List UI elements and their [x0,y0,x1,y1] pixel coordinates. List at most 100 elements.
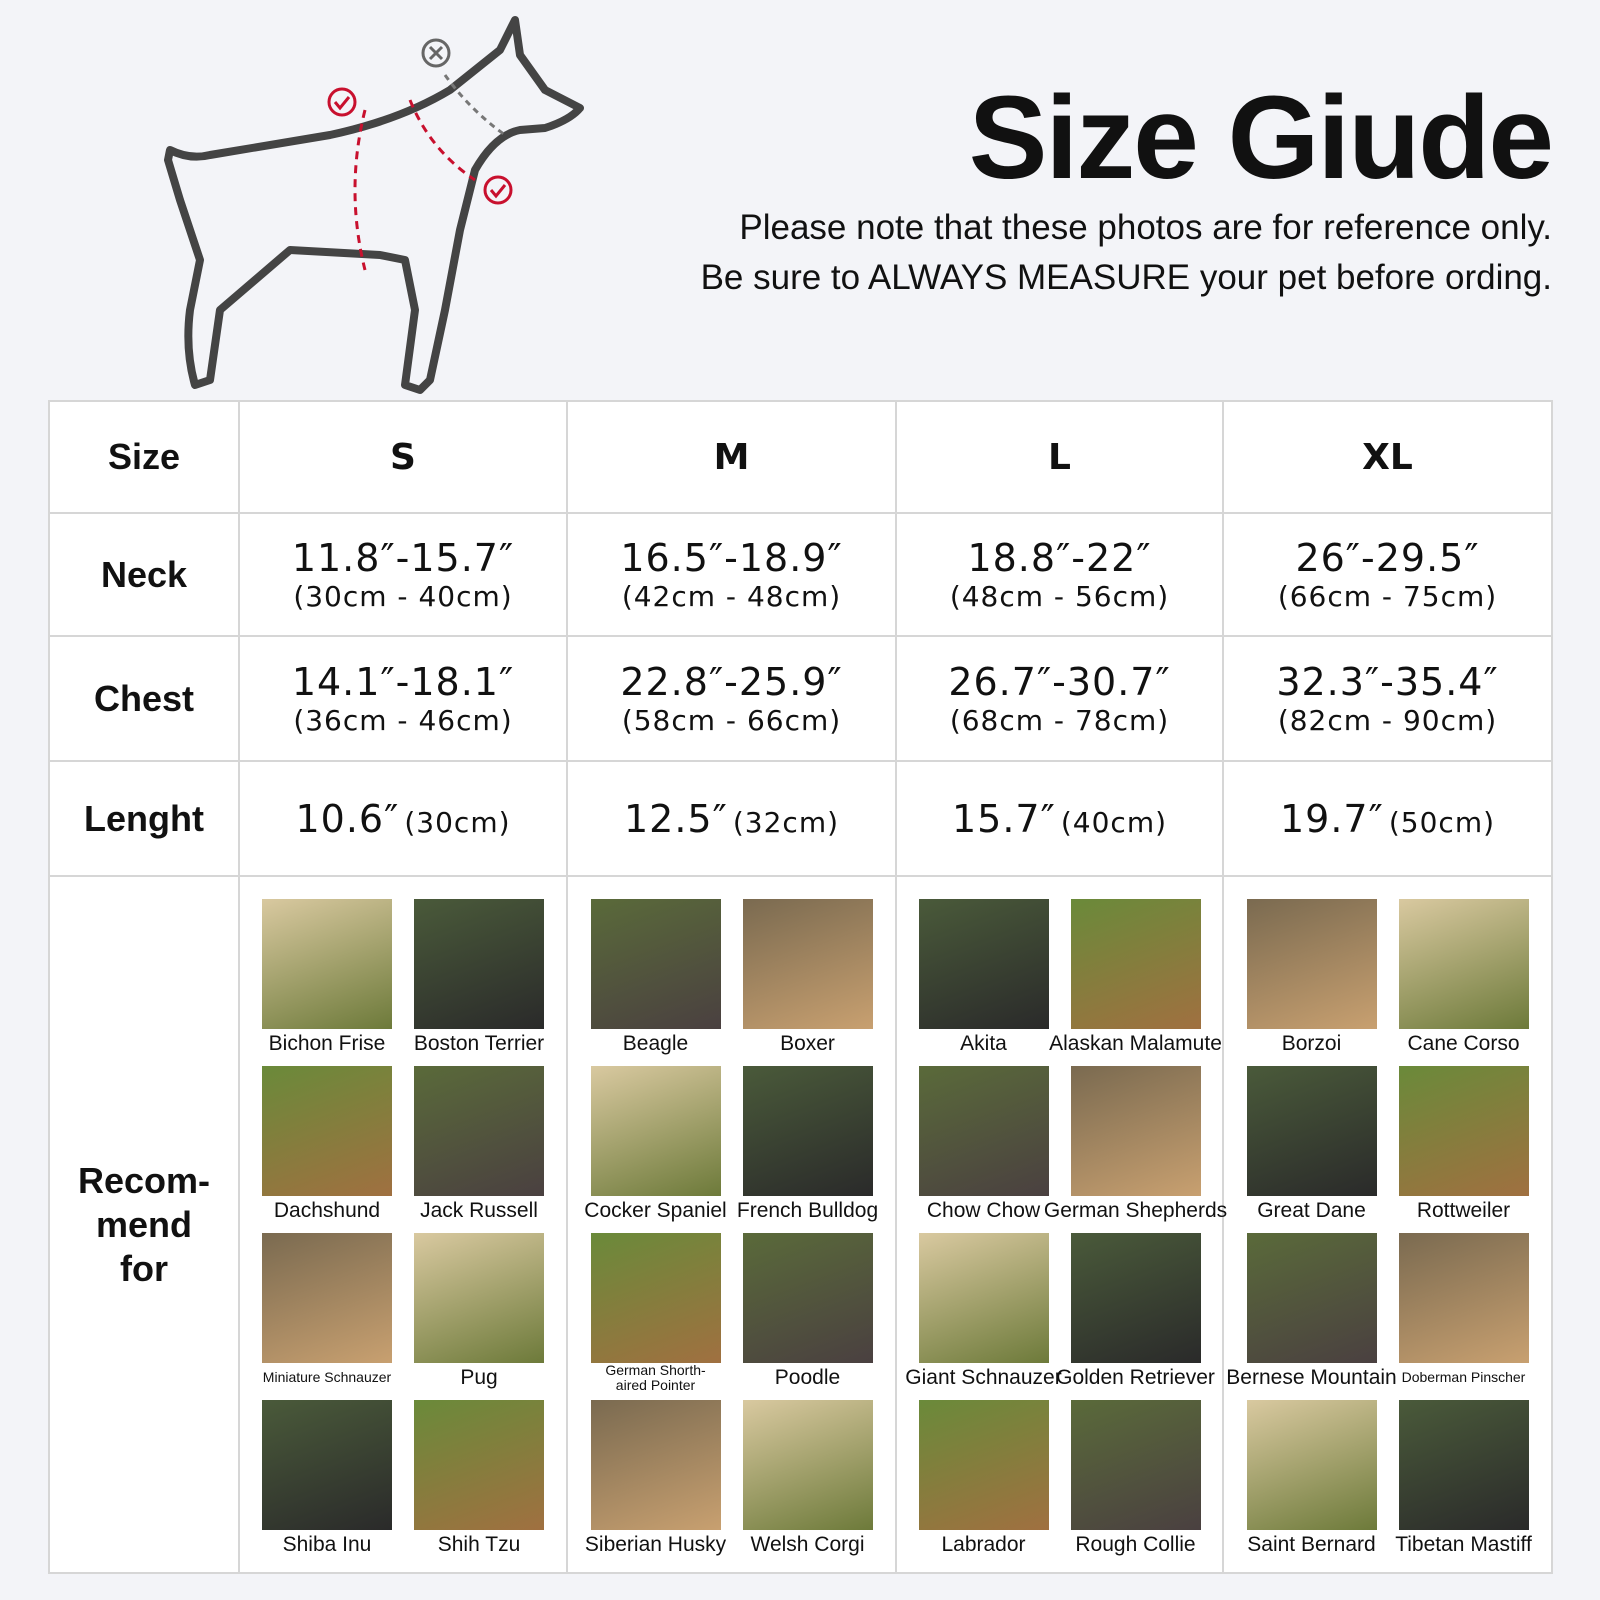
dog-photo [1246,1233,1377,1363]
breed-name: Doberman Pinscher [1401,1369,1526,1385]
chest-cell: 26.7″-30.7″ (68cm - 78cm) [895,635,1224,762]
dog-photo [414,1400,544,1530]
length-cm: (50cm) [1388,805,1496,839]
dog-photo [590,1066,721,1196]
breed-item: Tibetan Mastiff [1395,1400,1532,1559]
dog-photo [590,1400,721,1530]
breed-item: German Shepherds [1044,1066,1227,1225]
breed-name: Pug [460,1366,498,1389]
breed-item: Doberman Pinscher [1398,1233,1529,1392]
length-cm: (30cm) [404,805,511,839]
dog-photo [742,1400,873,1530]
breed-item: Pug [414,1233,544,1392]
breed-item: Akita [918,899,1049,1058]
neck-row: Neck 11.8″-15.7″ (30cm - 40cm) 16.5″-18.9″(… [48,512,1553,637]
length-row: Lenght 10.6″ (30cm) 12.5″ (32cm) 15.7″ (40c… [48,760,1553,877]
chest-inches: 26.7″-30.7″ [948,660,1171,704]
dog-photo [414,1233,544,1363]
length-inches: 12.5″ [623,796,728,841]
chest-label: Chest [48,635,240,762]
breed-item: Saint Bernard [1246,1400,1377,1559]
breed-name: Poodle [774,1366,841,1389]
dog-photo [918,899,1049,1029]
check-icon [327,87,357,117]
note-line-2: Be sure to ALWAYS MEASURE your pet befor… [700,258,1552,297]
breed-item: German Shorth-aired Pointer [590,1233,721,1393]
breed-name: Dachshund [273,1199,381,1222]
breed-name: Siberian Husky [584,1533,727,1556]
breed-name: Beagle [622,1032,689,1055]
size-m: M [566,400,897,514]
breed-name: Welsh Corgi [750,1533,865,1556]
breed-item: Welsh Corgi [742,1400,873,1559]
breed-name: Chow Chow [926,1199,1041,1222]
breed-name: Shih Tzu [437,1533,521,1556]
breed-name: Boxer [780,1032,835,1055]
neck-cm: (30cm - 40cm) [293,580,513,613]
breed-item: Siberian Husky [585,1400,726,1559]
dog-photo [1246,1066,1377,1196]
breed-item: Cocker Spaniel [584,1066,727,1225]
length-cm: (40cm) [1060,805,1168,839]
neck-label: Neck [48,512,240,637]
breed-name: Boston Terrier [413,1032,545,1055]
dog-photo [1070,1233,1201,1363]
breed-item: Jack Russell [414,1066,544,1225]
length-inches: 19.7″ [1279,796,1384,841]
dog-photo [1070,899,1201,1029]
dog-photo [262,1066,392,1196]
chest-cell: 32.3″-35.4″ (82cm - 90cm) [1222,635,1553,762]
neck-inches: 16.5″-18.9″ [620,536,843,580]
size-header: Size [48,400,240,514]
dog-photo [590,899,721,1029]
size-row: Size S M L XL [48,400,1553,514]
dog-photo [1398,1400,1529,1530]
neck-inches: 18.8″-22″ [967,536,1152,580]
breed-item: Boston Terrier [414,899,544,1058]
breed-cell: Borzoi Cane Corso Great Dane Rottweiler Bern… [1222,875,1553,1574]
breed-name: Tibetan Mastiff [1395,1533,1532,1556]
dog-photo [590,1233,721,1363]
neck-cm: (42cm - 48cm) [621,580,842,613]
breed-item: Golden Retriever [1056,1233,1215,1392]
note-line-1: Please note that these photos are for re… [739,208,1552,247]
neck-cell: 26″-29.5″ (66cm - 75cm) [1222,512,1553,637]
breed-item: Alaskan Malamute [1049,899,1222,1058]
dog-photo [918,1233,1049,1363]
breed-name: French Bulldog [736,1199,879,1222]
length-cm: (32cm) [732,805,840,839]
dog-photo [742,1066,873,1196]
dog-photo [1246,1400,1377,1530]
dog-photo [1070,1400,1201,1530]
breed-name: Giant Schnauzer [905,1366,1062,1389]
chest-cell: 14.1″-18.1″ (36cm - 46cm) [238,635,568,762]
neck-cell: 11.8″-15.7″ (30cm - 40cm) [238,512,568,637]
size-l: L [895,400,1224,514]
length-label: Lenght [48,760,240,877]
breed-item: Shih Tzu [414,1400,544,1559]
dog-photo [1398,1233,1529,1363]
neck-inches: 11.8″-15.7″ [291,536,515,580]
breed-name: Cane Corso [1407,1032,1520,1055]
length-cell: 19.7″ (50cm) [1222,760,1553,877]
breed-item: Dachshund [262,1066,392,1225]
chest-inches: 32.3″-35.4″ [1276,660,1499,704]
breed-name: Alaskan Malamute [1049,1032,1222,1055]
breed-item: Bichon Frise [262,899,392,1058]
breed-item: Poodle [742,1233,873,1392]
breed-name: Labrador [941,1533,1026,1556]
breed-item: French Bulldog [737,1066,878,1225]
chest-cell: 22.8″-25.9″ (58cm - 66cm) [566,635,897,762]
breed-name: Borzoi [1281,1032,1342,1055]
breed-item: Miniature Schnauzer [262,1233,392,1392]
breed-cell: Beagle Boxer Cocker Spaniel French Bulldog G… [566,875,897,1574]
length-cell: 12.5″ (32cm) [566,760,897,877]
breed-cell: Bichon Frise Boston Terrier Dachshund Jack … [238,875,568,1574]
breed-item: Labrador [918,1400,1049,1559]
neck-cm: (66cm - 75cm) [1277,580,1498,613]
size-s: S [238,400,568,514]
dog-photo [262,1400,392,1530]
breed-name: Great Dane [1257,1199,1366,1222]
breed-item: Great Dane [1246,1066,1377,1225]
breed-item: Boxer [742,899,873,1058]
